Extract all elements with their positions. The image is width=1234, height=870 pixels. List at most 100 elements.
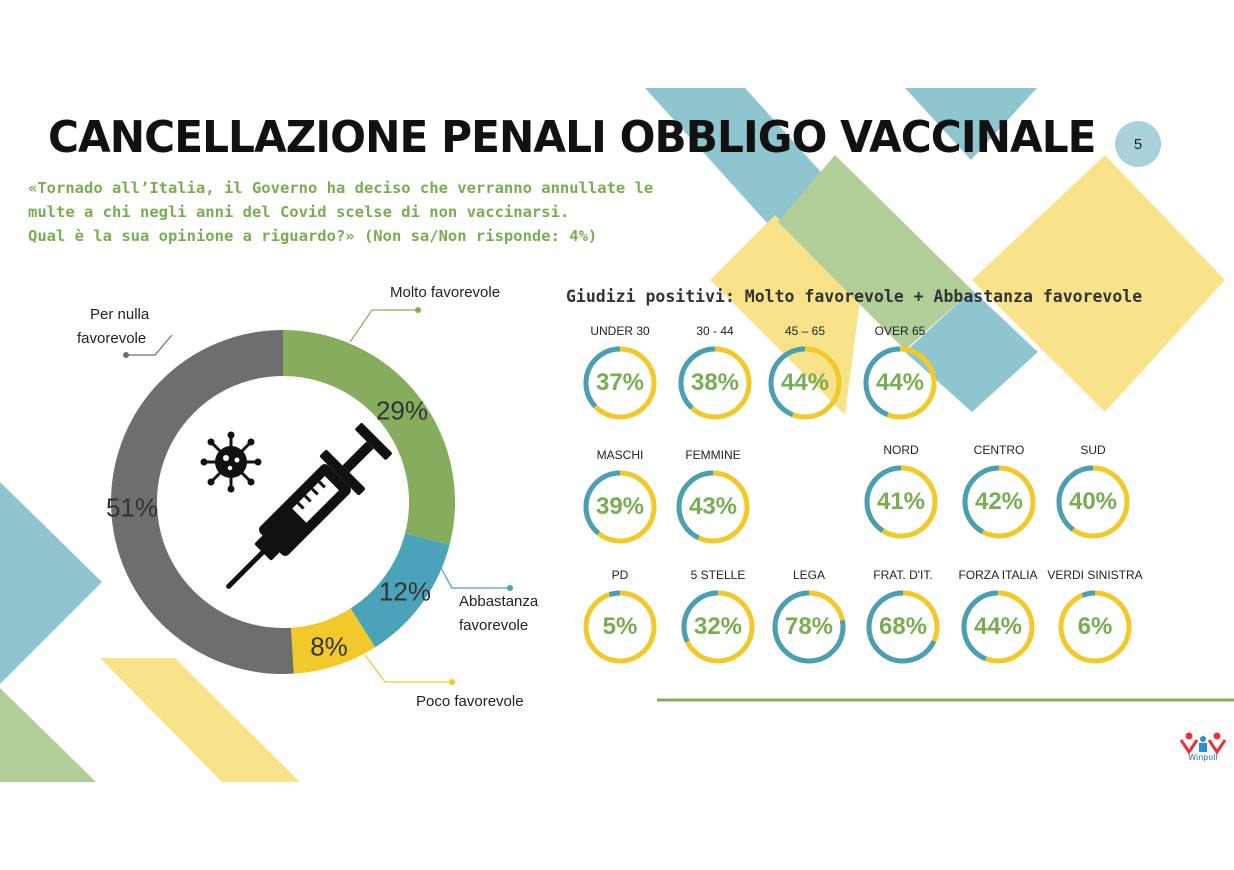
- gauge-ring: [772, 590, 846, 664]
- gauge-pd: 5%: [582, 589, 658, 665]
- gauge-forza-italia: 44%: [960, 589, 1036, 665]
- leader-abbastanza: [439, 565, 510, 589]
- background-decoration: [0, 88, 1234, 782]
- gauge-label-frat-d-it: FRAT. D'IT.: [873, 568, 933, 582]
- gauge-positive-arc: [583, 470, 657, 544]
- gauge-label-lega: LEGA: [792, 568, 826, 582]
- gauge-label-45-65: 45 – 65: [784, 324, 826, 338]
- virus-icon: [200, 431, 262, 493]
- page-title: CANCELLAZIONE PENALI OBBLIGO VACCINALE: [48, 112, 1097, 163]
- gauge-value: 6%: [1077, 613, 1113, 640]
- gauge-positive-arc: [866, 590, 940, 664]
- leader-dot-poco: [449, 679, 455, 685]
- donut-segment-nulla: [111, 330, 294, 674]
- gauge-label-femmine: FEMMINE: [685, 448, 741, 462]
- gauge-30-44: 38%: [677, 345, 753, 421]
- gauge-ring: [1058, 590, 1132, 664]
- winpoll-logo: Winpoll: [1179, 732, 1227, 762]
- gauge-value: 44%: [780, 369, 830, 396]
- leader-dot-molto: [415, 307, 421, 313]
- gauge-5-stelle: 32%: [680, 589, 756, 665]
- gauge-positive-arc: [676, 470, 750, 544]
- gauge-value: 44%: [875, 369, 925, 396]
- gauge-label-over-65: OVER 65: [874, 324, 926, 338]
- leader-dot-abbastanza: [507, 585, 513, 591]
- deco-teal-triangle-top: [905, 88, 1037, 160]
- pct-abbastanza: 12%: [378, 576, 432, 607]
- gauge-maschi: 39%: [582, 469, 658, 545]
- gauge-ring: [962, 465, 1036, 539]
- gauge-lega: 78%: [771, 589, 847, 665]
- gauge-frat-d-it: 68%: [865, 589, 941, 665]
- gauge-femmine: 43%: [675, 469, 751, 545]
- gauge-label-centro: CENTRO: [973, 443, 1025, 457]
- label-molto-favorevole: Molto favorevole: [390, 284, 501, 301]
- gauge-label-under-30: UNDER 30: [590, 324, 650, 338]
- svg-text:Winpoll: Winpoll: [1188, 753, 1217, 762]
- gauge-over-65: 44%: [862, 345, 938, 421]
- gauge-ring: [863, 346, 937, 420]
- gauge-positive-arc: [772, 590, 846, 664]
- gauge-value: 43%: [688, 493, 738, 520]
- gauge-value: 5%: [602, 613, 638, 640]
- gauge-ring: [1056, 465, 1130, 539]
- label-abbastanza-line2: favorevole: [459, 617, 529, 634]
- deco-green-left: [0, 688, 96, 782]
- gauge-label-forza-italia: FORZA ITALIA: [958, 568, 1038, 582]
- donut-segment-poco: [290, 608, 376, 674]
- gauge-positive-arc: [583, 590, 657, 664]
- syringe-icon: [226, 423, 392, 589]
- pct-poco: 8%: [310, 631, 348, 662]
- gauge-centro: 42%: [961, 464, 1037, 540]
- slide: CANCELLAZIONE PENALI OBBLIGO VACCINALE 5…: [0, 88, 1234, 782]
- pct-nulla: 51%: [105, 492, 159, 523]
- gauge-positive-arc: [961, 590, 1035, 664]
- deco-teal-diamond: [905, 290, 1038, 412]
- donut-segment-abbastanza: [349, 532, 450, 648]
- leader-nulla: [126, 334, 173, 356]
- gauge-nord: 41%: [863, 464, 939, 540]
- label-per-nulla-line1: Per nulla: [90, 306, 150, 323]
- gauge-positive-arc: [863, 346, 937, 420]
- gauge-value: 32%: [693, 613, 743, 640]
- gauge-positive-arc: [678, 346, 752, 420]
- gauge-value: 41%: [876, 488, 926, 515]
- gauge-label-maschi: MASCHI: [596, 448, 644, 462]
- gauge-value: 39%: [595, 493, 645, 520]
- gauge-value: 68%: [878, 613, 928, 640]
- pct-molto: 29%: [375, 395, 429, 426]
- gauge-label-verdi-sinistra: VERDI SINISTRA: [1047, 568, 1143, 582]
- gauge-value: 44%: [973, 613, 1023, 640]
- leader-molto: [349, 309, 418, 343]
- gauge-value: 37%: [595, 369, 645, 396]
- gauge-value: 42%: [974, 488, 1024, 515]
- gauge-label-5-stelle: 5 STELLE: [690, 568, 746, 582]
- survey-question: «Tornado all’Italia, il Governo ha decis…: [28, 179, 654, 245]
- gauge-positive-arc: [864, 465, 938, 539]
- label-per-nulla-line2: favorevole: [77, 330, 147, 347]
- gauge-ring: [583, 346, 657, 420]
- gauge-label-pd: PD: [611, 568, 629, 582]
- gauge-label-30-44: 30 - 44: [696, 324, 734, 338]
- gauge-ring: [864, 465, 938, 539]
- gauge-value: 78%: [784, 613, 834, 640]
- donut-chart: [111, 307, 513, 685]
- gauge-ring: [678, 346, 752, 420]
- label-abbastanza-line1: Abbastanza: [459, 593, 539, 610]
- gauge-positive-arc: [768, 346, 842, 420]
- gauge-ring: [961, 590, 1035, 664]
- gauge-positive-arc: [1058, 590, 1132, 664]
- gauge-label-nord: NORD: [883, 443, 919, 457]
- gauge-ring: [676, 470, 750, 544]
- gauge-positive-arc: [962, 465, 1036, 539]
- deco-teal-left: [0, 482, 102, 684]
- gauge-under-30: 37%: [582, 345, 658, 421]
- leader-poco: [364, 654, 452, 683]
- deco-green-diamond: [778, 155, 972, 350]
- gauge-sud: 40%: [1055, 464, 1131, 540]
- gauge-positive-arc: [681, 590, 755, 664]
- gauge-ring: [583, 470, 657, 544]
- gauge-label-sud: SUD: [1080, 443, 1106, 457]
- gauge-value: 40%: [1068, 488, 1118, 515]
- gauge-positive-arc: [1056, 465, 1130, 539]
